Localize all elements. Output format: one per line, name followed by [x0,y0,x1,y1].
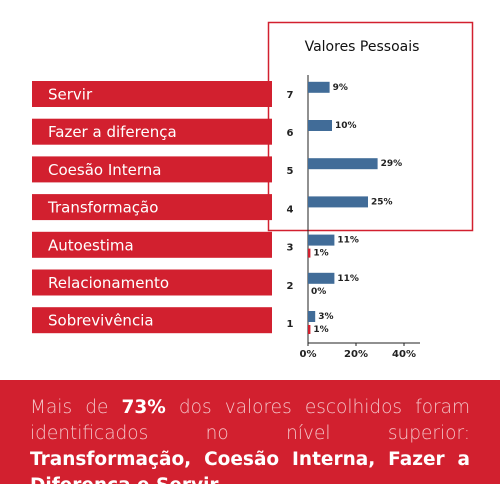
y-tick-label: 2 [287,281,294,292]
x-tick-label: 20% [344,349,368,360]
label-text: Sobrevivência [48,312,154,330]
label-text: Servir [48,86,93,104]
label-box [32,269,272,296]
value-label: 25% [371,197,393,207]
bar [308,325,311,334]
bar [308,234,335,246]
label-text: Coesão Interna [48,161,161,179]
label-box [32,194,272,221]
label-box [32,156,272,183]
y-tick-label: 5 [287,166,294,177]
page: Valores Pessoais Servir Fazer a diferença… [0,21,500,496]
value-label: 1% [313,249,328,259]
bar [308,248,311,258]
bar [308,158,378,170]
bar [308,196,368,208]
chart-title: Valores Pessoais [305,39,420,55]
value-label: 10% [335,121,357,131]
bar [308,120,332,131]
footer-part: Mais de [30,397,122,418]
label-box [32,81,272,107]
bar [308,311,316,322]
value-label: 1% [313,325,328,335]
label-text: Fazer a diferença [48,123,177,141]
chart: Valores Pessoais Servir Fazer a diferença… [32,21,474,360]
value-label: 9% [333,83,348,93]
label-box [32,118,272,145]
label-box [32,231,272,258]
value-label: 3% [318,312,333,322]
label-text: Autoestima [48,236,134,254]
y-tick-label: 6 [287,128,294,139]
y-tick-label: 1 [287,319,294,330]
footer-text: Mais de 73% dos valores escolhidos foram… [0,380,500,496]
footer-highlight: Transformação, Coesão Interna, Fazer a D… [30,449,470,496]
footer-highlight: 73% [121,397,166,418]
value-label: 29% [381,159,403,169]
bar [308,272,335,284]
footer-part: dos valores escolhidos foram identificad… [30,397,470,444]
bar [308,81,330,93]
label-text: Transformação [47,199,158,217]
value-label: 11% [337,236,359,246]
x-tick-label: 40% [392,349,416,360]
x-tick-label: 0% [300,349,317,360]
value-label: 11% [337,274,359,284]
label-text: Relacionamento [48,274,169,292]
label-box [32,307,272,334]
value-label: 0% [311,287,326,297]
y-tick-label: 4 [287,204,294,215]
y-tick-label: 7 [287,90,294,101]
y-tick-label: 3 [287,243,294,254]
